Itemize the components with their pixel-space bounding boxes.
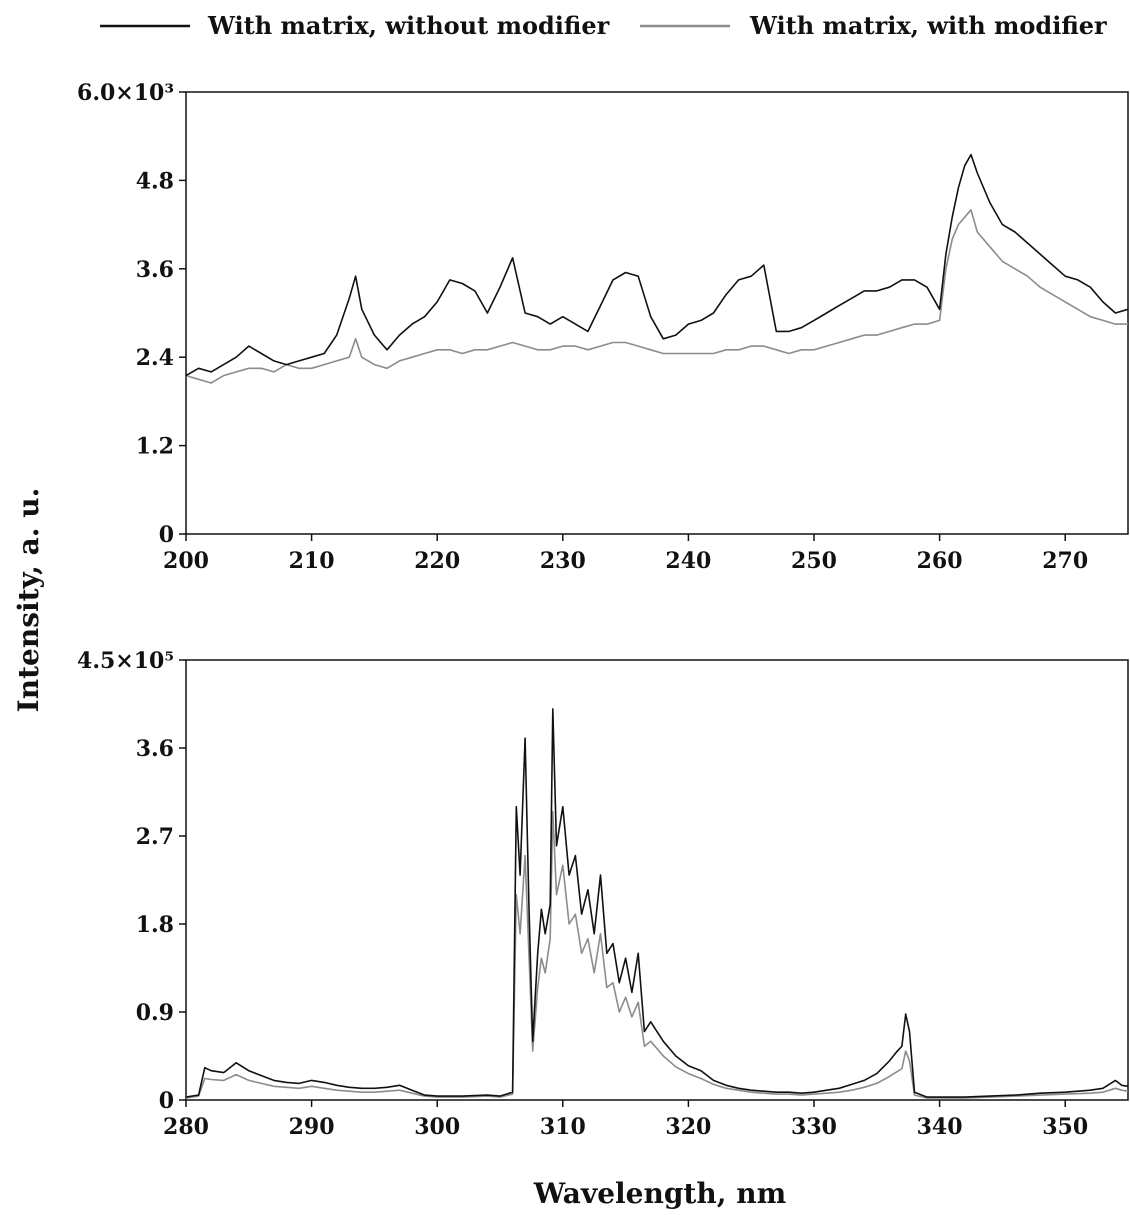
x-tick-label: 250 (791, 548, 837, 574)
plot-frame (185, 91, 1129, 535)
x-tick-label: 340 (917, 1114, 963, 1140)
y-tick-label: 3.6 (136, 257, 174, 283)
series-line-with-modifier (185, 209, 1128, 384)
x-tick-label: 200 (163, 548, 209, 574)
y-tick-label: 4.5×10⁵ (77, 648, 174, 674)
y-tick-label: 2.4 (136, 345, 174, 371)
x-tick-label: 290 (289, 1114, 335, 1140)
x-tick-label: 210 (289, 548, 335, 574)
y-tick-label: 0.9 (136, 1000, 174, 1026)
x-tick-label: 270 (1042, 548, 1088, 574)
plot-frame (185, 659, 1129, 1101)
x-tick-label: 350 (1042, 1114, 1088, 1140)
y-tick-label: 3.6 (136, 736, 174, 762)
x-tick-label: 300 (414, 1114, 460, 1140)
x-tick-label: 230 (540, 548, 586, 574)
x-tick-label: 320 (665, 1114, 711, 1140)
y-tick-label: 0 (159, 522, 174, 548)
bottom-panel: 0 0.9 1.8 2.7 3.6 4.5×10⁵ 280 290 300 310 320 330 34… (77, 648, 1129, 1140)
series-line-without-modifier (185, 153, 1129, 377)
y-tick-label: 1.2 (136, 434, 174, 460)
series-line-without-modifier (185, 708, 1129, 1098)
x-tick-label: 330 (791, 1114, 837, 1140)
x-tick-label: 240 (665, 548, 711, 574)
x-tick-label: 310 (540, 1114, 586, 1140)
y-tick-label: 1.8 (136, 912, 174, 938)
y-tick-label: 0 (159, 1088, 174, 1114)
x-tick-label: 220 (414, 548, 460, 574)
x-tick-label: 280 (163, 1114, 209, 1140)
top-panel: 0 1.2 2.4 3.6 4.8 6.0×10³ 200 210 220 230 240 250 26… (77, 80, 1129, 574)
legend: With matrix, without modifier With matri… (100, 11, 1107, 40)
legend-label-with-modifier: With matrix, with modifier (749, 11, 1107, 40)
series-line-with-modifier (185, 810, 1129, 1099)
y-tick-label: 2.7 (136, 824, 174, 850)
x-tick-label: 260 (917, 548, 963, 574)
y-tick-label: 4.8 (136, 168, 174, 194)
x-axis-title: Wavelength, nm (533, 1177, 786, 1210)
y-tick-label: 6.0×10³ (77, 80, 174, 106)
legend-label-without-modifier: With matrix, without modifier (207, 11, 610, 40)
y-axis-title: Intensity, a. u. (12, 488, 45, 713)
